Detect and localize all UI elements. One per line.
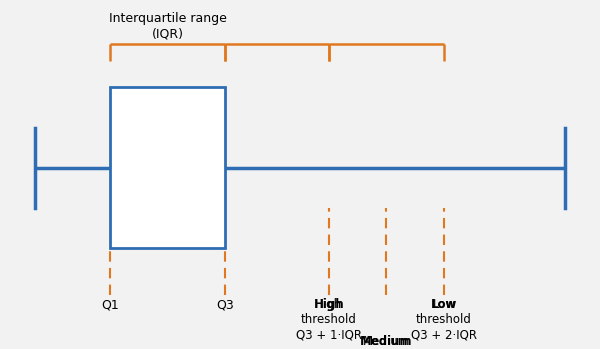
Text: Medium
threshold
Q3 + 1.5·IQR: Medium threshold Q3 + 1.5·IQR	[348, 335, 425, 349]
Text: Low
threshold
Q3 + 2·IQR: Low threshold Q3 + 2·IQR	[411, 298, 477, 341]
Text: Q1: Q1	[101, 298, 119, 311]
Text: High
threshold
Q3 + 1·IQR: High threshold Q3 + 1·IQR	[296, 298, 362, 341]
Bar	[110, 87, 225, 248]
Text: Q3: Q3	[216, 298, 234, 311]
Text: Low: Low	[431, 298, 457, 311]
Text: Medium: Medium	[360, 335, 413, 348]
Text: High: High	[313, 298, 344, 311]
Text: Interquartile range
(IQR): Interquartile range (IQR)	[109, 13, 226, 40]
